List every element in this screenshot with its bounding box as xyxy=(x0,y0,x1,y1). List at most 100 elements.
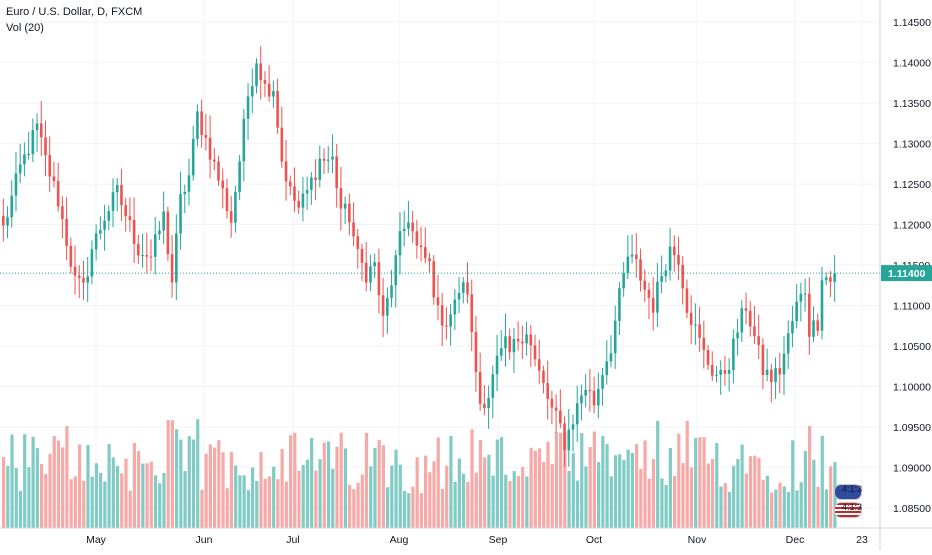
candle xyxy=(225,178,229,219)
volume-bar xyxy=(491,475,495,528)
volume-bar xyxy=(377,439,381,528)
candle-body xyxy=(175,233,178,283)
candle-body xyxy=(111,192,115,211)
candle-body xyxy=(824,277,828,281)
candle xyxy=(474,315,478,392)
candle xyxy=(297,190,300,215)
volume-bar xyxy=(322,442,326,528)
candle-body xyxy=(322,158,326,161)
volume-bar xyxy=(364,432,369,528)
volume-bar xyxy=(694,438,698,528)
volume-bar xyxy=(356,482,360,528)
candle xyxy=(90,240,94,285)
candle-body xyxy=(314,177,317,180)
candle-body xyxy=(377,262,381,296)
volume-bar xyxy=(495,439,499,528)
candle xyxy=(288,175,292,196)
volume-bar xyxy=(719,486,723,528)
candle-body xyxy=(597,388,600,406)
candle-body xyxy=(132,219,136,244)
candle xyxy=(605,340,609,385)
volume-bar xyxy=(799,482,803,528)
candle xyxy=(546,360,549,420)
candle-body xyxy=(440,305,444,326)
candle xyxy=(221,168,225,209)
candle-body xyxy=(259,63,263,80)
candle xyxy=(419,226,423,262)
candle-body xyxy=(778,368,782,375)
candle xyxy=(487,385,490,429)
candle xyxy=(727,358,731,392)
volume-bar xyxy=(175,429,179,528)
volume-bar xyxy=(668,447,672,528)
volume-bar xyxy=(335,446,339,528)
candle xyxy=(466,262,469,304)
candle xyxy=(369,254,372,292)
candle-body xyxy=(39,123,43,138)
candle xyxy=(35,113,39,152)
volume-bar xyxy=(48,453,52,528)
last-price-badge-bg xyxy=(881,265,932,282)
flag-bottom-text: 4:1:3 xyxy=(842,502,863,512)
volume-bar xyxy=(373,448,377,528)
candle xyxy=(398,212,402,275)
volume-bar xyxy=(398,464,402,528)
candle xyxy=(529,325,533,367)
candle-body xyxy=(56,181,60,207)
candle-body xyxy=(284,161,288,182)
candle-body xyxy=(639,259,642,281)
candle xyxy=(94,224,98,261)
candle xyxy=(702,320,706,369)
volume-bar xyxy=(706,463,710,528)
candle xyxy=(664,264,668,283)
candle xyxy=(685,279,689,319)
candle-body xyxy=(715,374,718,376)
candle xyxy=(786,320,790,369)
candle-body xyxy=(592,390,596,406)
candle-body xyxy=(339,188,343,209)
volume-bar xyxy=(597,462,601,528)
candle-body xyxy=(588,389,592,391)
volume-bar xyxy=(339,432,343,528)
volume-bar xyxy=(521,467,525,528)
candle xyxy=(470,279,474,352)
candle-body xyxy=(356,236,360,250)
candle-body xyxy=(457,292,461,300)
candle-body xyxy=(73,266,77,276)
candle-body xyxy=(208,137,212,160)
candle-body xyxy=(229,211,233,223)
volume-bar xyxy=(402,490,407,528)
candle xyxy=(820,267,824,340)
candle-body xyxy=(668,246,672,271)
candle xyxy=(643,269,647,303)
candle xyxy=(770,363,773,403)
volume-bar xyxy=(761,479,765,528)
candle-body xyxy=(770,369,773,383)
candle-body xyxy=(52,176,56,182)
volume-bar xyxy=(145,463,149,528)
volume-bar xyxy=(571,453,575,528)
volume-bar xyxy=(428,472,432,528)
x-tick-label: Aug xyxy=(390,534,409,546)
candle xyxy=(390,269,393,308)
candle xyxy=(613,305,617,369)
candle xyxy=(2,198,5,242)
volume-bar xyxy=(550,463,554,528)
volume-bar xyxy=(710,458,715,528)
y-tick-label: 1.09000 xyxy=(893,462,931,474)
volume-bar xyxy=(575,480,580,528)
candle-body xyxy=(736,332,739,339)
candle xyxy=(681,256,685,305)
volume-bar xyxy=(141,463,145,528)
volume-bar xyxy=(609,476,613,528)
candle-body xyxy=(537,359,541,371)
volume-bar xyxy=(111,457,115,528)
candle xyxy=(668,227,672,281)
candle-body xyxy=(301,193,305,208)
volume-bar xyxy=(2,457,6,528)
volume-bar xyxy=(512,471,516,528)
volume-bar xyxy=(681,463,685,528)
volume-bar xyxy=(263,478,267,528)
